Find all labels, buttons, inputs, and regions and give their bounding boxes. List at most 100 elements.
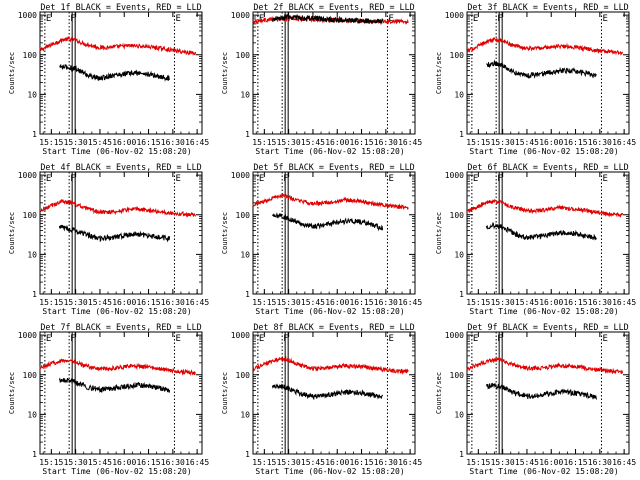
event-marker-label: E: [175, 174, 180, 184]
x-tick-label: 15:45: [515, 458, 539, 467]
x-tick-label: 16:45: [612, 138, 636, 147]
y-tick-label: 100: [450, 51, 465, 60]
series-line-events: [271, 13, 384, 25]
y-tick-label: 1: [459, 130, 464, 139]
x-tick-label: 15:15: [252, 298, 276, 307]
plot-frame: [466, 171, 630, 295]
x-tick-label: 16:45: [398, 298, 422, 307]
x-tick-label: 16:00: [112, 298, 136, 307]
x-tick-label: 15:15: [466, 138, 490, 147]
chart-title: Det 7f BLACK = Events, RED = LLD: [40, 322, 201, 332]
chart-panel: Det 4f BLACK = Events, RED = LLD Counts/s…: [8, 162, 209, 316]
plot-frame: [466, 331, 630, 455]
chart-title: Det 8f BLACK = Events, RED = LLD: [253, 322, 414, 332]
y-axis-label: Counts/sec: [8, 372, 16, 414]
plot-frame: [39, 171, 203, 295]
x-tick-label: 16:15: [349, 138, 373, 147]
chart-panel: Det 3f BLACK = Events, RED = LLD Counts/s…: [435, 2, 636, 156]
x-tick-label: 16:15: [349, 458, 373, 467]
series-line-events: [271, 383, 384, 401]
x-axis-label: Start Time (06-Nov-02 15:08:20): [469, 467, 618, 476]
y-tick-label: 100: [23, 371, 38, 380]
y-tick-label: 10: [240, 90, 250, 99]
x-tick-label: 16:15: [136, 458, 160, 467]
event-marker-label: E: [46, 174, 51, 184]
plot-frame: [39, 331, 203, 455]
x-tick-label: 16:15: [136, 138, 160, 147]
y-tick-label: 100: [236, 371, 251, 380]
x-axis-label: Start Time (06-Nov-02 15:08:20): [42, 307, 191, 316]
chart-title: Det 6f BLACK = Events, RED = LLD: [467, 162, 628, 172]
y-tick-label: 10: [27, 90, 37, 99]
y-tick-label: 1: [245, 290, 250, 299]
y-tick-label: 1: [32, 290, 37, 299]
y-tick-label: 1: [245, 450, 250, 459]
x-tick-label: 15:30: [64, 458, 88, 467]
x-tick-label: 16:45: [398, 138, 422, 147]
x-tick-label: 16:30: [161, 138, 185, 147]
x-tick-label: 16:15: [136, 298, 160, 307]
y-tick-label: 100: [236, 211, 251, 220]
plot-frame: [39, 11, 203, 135]
x-tick-label: 16:45: [185, 138, 209, 147]
event-marker-label: E: [46, 14, 51, 24]
x-tick-label: 15:30: [277, 458, 301, 467]
event-marker-label: F: [70, 334, 75, 344]
x-tick-label: 15:45: [301, 138, 325, 147]
plot-frame: [252, 331, 416, 455]
x-tick-label: 16:00: [112, 458, 136, 467]
x-axis-label: Start Time (06-Nov-02 15:08:20): [469, 147, 618, 156]
plot-frame: [466, 11, 630, 135]
y-tick-label: 1: [459, 290, 464, 299]
x-tick-label: 16:30: [588, 298, 612, 307]
x-axis-label: Start Time (06-Nov-02 15:08:20): [469, 307, 618, 316]
y-tick-label: 100: [450, 211, 465, 220]
y-axis-label: Counts/sec: [221, 212, 229, 254]
x-tick-label: 16:30: [588, 458, 612, 467]
series-line-events: [271, 212, 384, 232]
x-tick-label: 16:45: [185, 298, 209, 307]
x-tick-label: 16:30: [374, 298, 398, 307]
x-tick-label: 15:15: [252, 138, 276, 147]
event-marker-label: E: [259, 174, 264, 184]
x-tick-label: 15:30: [277, 298, 301, 307]
event-marker-label: F: [283, 174, 288, 184]
chart-panel: Det 2f BLACK = Events, RED = LLD Counts/s…: [221, 2, 422, 156]
y-tick-label: 10: [454, 250, 464, 259]
x-axis-label: Start Time (06-Nov-02 15:08:20): [255, 147, 404, 156]
chart-panel: Det 8f BLACK = Events, RED = LLD Counts/s…: [221, 322, 422, 476]
event-marker-label: E: [473, 174, 478, 184]
event-marker-label: F: [497, 14, 502, 24]
x-tick-label: 16:45: [185, 458, 209, 467]
y-tick-label: 10: [454, 410, 464, 419]
y-tick-label: 100: [23, 211, 38, 220]
y-tick-label: 10: [27, 410, 37, 419]
series-line-lld: [466, 357, 623, 375]
y-tick-label: 1: [32, 130, 37, 139]
series-line-lld: [39, 358, 196, 377]
event-marker-label: E: [175, 14, 180, 24]
event-marker-label: F: [70, 14, 75, 24]
y-axis-label: Counts/sec: [435, 212, 443, 254]
x-axis-label: Start Time (06-Nov-02 15:08:20): [42, 467, 191, 476]
x-axis-label: Start Time (06-Nov-02 15:08:20): [255, 307, 404, 316]
event-marker-label: E: [388, 14, 393, 24]
chart-panel: Det 9f BLACK = Events, RED = LLD Counts/s…: [435, 322, 636, 476]
y-axis-label: Counts/sec: [435, 52, 443, 94]
x-axis-label: Start Time (06-Nov-02 15:08:20): [42, 147, 191, 156]
y-tick-label: 1000: [231, 331, 250, 340]
chart-panel: Det 1f BLACK = Events, RED = LLD Counts/s…: [8, 2, 209, 156]
y-axis-label: Counts/sec: [435, 372, 443, 414]
event-marker-label: F: [283, 334, 288, 344]
chart-title: Det 1f BLACK = Events, RED = LLD: [40, 2, 201, 12]
y-axis-label: Counts/sec: [8, 52, 16, 94]
x-tick-label: 15:15: [466, 298, 490, 307]
x-tick-label: 15:45: [88, 138, 112, 147]
x-tick-label: 15:15: [39, 138, 63, 147]
x-tick-label: 16:30: [374, 458, 398, 467]
x-tick-label: 15:45: [88, 298, 112, 307]
series-line-lld: [39, 198, 196, 218]
y-tick-label: 1000: [18, 331, 37, 340]
x-tick-label: 15:30: [491, 298, 515, 307]
